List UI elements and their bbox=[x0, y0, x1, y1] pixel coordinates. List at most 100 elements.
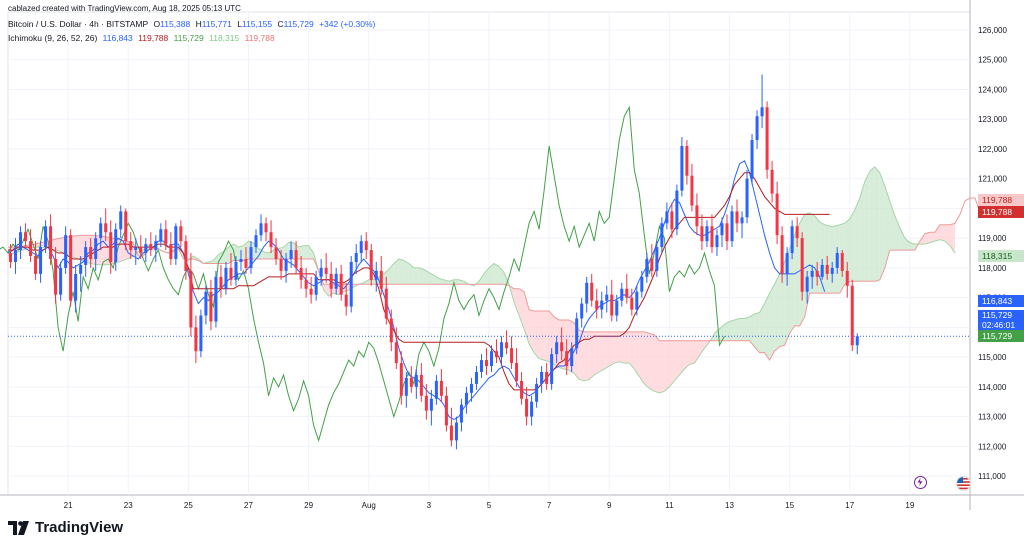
cloud-bearish bbox=[579, 330, 585, 381]
candle-up bbox=[820, 264, 824, 277]
candle-down bbox=[379, 270, 383, 289]
close-value: 115,729 bbox=[283, 19, 314, 29]
symbol-title[interactable]: Bitcoin / U.S. Dollar · 4h · BITSTAMP bbox=[8, 19, 149, 29]
time-tick-label: 17 bbox=[845, 501, 854, 510]
candle-up bbox=[84, 247, 88, 265]
lightning-icon[interactable] bbox=[914, 476, 927, 489]
candle-up bbox=[730, 211, 734, 242]
cloud-bullish bbox=[909, 242, 915, 251]
candle-down bbox=[650, 258, 654, 271]
candle-down bbox=[124, 211, 128, 242]
candle-down bbox=[369, 250, 373, 280]
candle-down bbox=[179, 226, 183, 242]
low-value: 115,155 bbox=[241, 19, 273, 29]
candle-up bbox=[530, 401, 534, 417]
time-tick-label: Aug bbox=[362, 501, 376, 510]
cloud-bullish bbox=[398, 258, 404, 285]
candle-down bbox=[219, 276, 223, 289]
cloud-bearish bbox=[534, 311, 540, 359]
price-tick-label: 125,000 bbox=[978, 56, 1007, 65]
cloud-bullish bbox=[303, 245, 309, 259]
candle-up bbox=[555, 342, 559, 355]
tradingview-brand[interactable]: TradingView bbox=[8, 519, 123, 536]
candle-down bbox=[505, 342, 509, 349]
candle-down bbox=[765, 107, 769, 170]
chart-credit: cablazed created with TradingView.com, A… bbox=[8, 4, 241, 13]
cloud-bullish bbox=[734, 318, 740, 341]
time-tick-label: 11 bbox=[665, 501, 674, 510]
open-label: O bbox=[153, 19, 161, 29]
candle-up bbox=[479, 360, 483, 372]
candle-up bbox=[374, 270, 378, 280]
candle-up bbox=[114, 229, 118, 262]
us-flag-icon[interactable] bbox=[956, 476, 971, 491]
candle-down bbox=[109, 232, 113, 262]
cloud-bearish bbox=[669, 340, 675, 387]
candle-up bbox=[254, 235, 258, 248]
candle-up bbox=[675, 190, 679, 230]
cloud-bearish bbox=[649, 333, 655, 392]
cloud-bearish bbox=[529, 309, 535, 353]
candle-down bbox=[775, 193, 779, 236]
candle-down bbox=[700, 226, 704, 242]
indicator-name[interactable]: Ichimoku (9, 26, 52, 26) bbox=[8, 33, 98, 43]
time-tick-label: 25 bbox=[184, 501, 193, 510]
candle-down bbox=[735, 211, 739, 224]
senkou-b-value: 119,788 bbox=[244, 33, 275, 43]
candle-up bbox=[605, 294, 609, 301]
candle-up bbox=[414, 374, 418, 387]
candle-down bbox=[274, 247, 278, 259]
ichimoku-legend[interactable]: Ichimoku (9, 26, 52, 26) 116,843 119,788… bbox=[8, 33, 278, 43]
time-axis[interactable]: 21 23 25 27 29 Aug 3 5 7 9 11 13 15 17 19 bbox=[64, 501, 915, 510]
close-copy-tag: 115,729 bbox=[978, 330, 1024, 342]
cloud-bullish bbox=[779, 261, 785, 347]
cloud-bullish bbox=[298, 245, 304, 259]
cloud-bearish bbox=[949, 223, 955, 254]
candle-down bbox=[520, 380, 524, 399]
cloud-bearish bbox=[629, 331, 635, 370]
candle-down bbox=[299, 267, 303, 280]
time-tick-label: 13 bbox=[725, 501, 734, 510]
candle-up bbox=[540, 371, 544, 384]
candle-down bbox=[800, 238, 804, 292]
candle-down bbox=[825, 264, 829, 274]
lagging-value: 115,729 bbox=[173, 33, 204, 43]
candlestick-series bbox=[9, 74, 859, 450]
time-tick-label: 29 bbox=[304, 501, 313, 510]
candle-down bbox=[9, 253, 13, 262]
candle-up bbox=[64, 235, 68, 268]
cloud-bearish bbox=[654, 334, 660, 393]
cloud-bullish bbox=[453, 279, 459, 285]
candle-up bbox=[810, 270, 814, 277]
candle-up bbox=[434, 380, 438, 399]
candle-down bbox=[384, 288, 388, 319]
time-tick-label: 7 bbox=[547, 501, 552, 510]
cloud-bullish bbox=[769, 284, 775, 361]
candle-up bbox=[314, 276, 318, 295]
candle-down bbox=[495, 351, 499, 358]
candle-down bbox=[54, 258, 58, 295]
cloud-bullish bbox=[443, 279, 449, 285]
candle-down bbox=[364, 241, 368, 251]
cloud-bearish bbox=[619, 331, 625, 364]
cloud-bullish bbox=[423, 269, 429, 285]
cloud-bearish bbox=[614, 331, 620, 364]
candle-up bbox=[570, 348, 574, 367]
cloud-bearish bbox=[639, 331, 645, 384]
candle-down bbox=[449, 425, 453, 441]
candle-down bbox=[595, 300, 599, 310]
cloud-bearish bbox=[679, 340, 685, 375]
cloud-bullish bbox=[428, 272, 434, 285]
cloud-bullish bbox=[794, 223, 800, 326]
time-tick-label: 5 bbox=[487, 501, 492, 510]
candle-down bbox=[189, 270, 193, 328]
price-tick-label: 124,000 bbox=[978, 85, 1007, 94]
senkou-b-tag-1: 119,788 bbox=[978, 194, 1024, 206]
cloud-bearish bbox=[664, 340, 670, 392]
candle-down bbox=[304, 279, 308, 289]
candle-up bbox=[284, 258, 288, 271]
candle-down bbox=[444, 395, 448, 426]
cloud-bullish bbox=[408, 263, 414, 285]
cloud-bearish bbox=[589, 331, 595, 380]
